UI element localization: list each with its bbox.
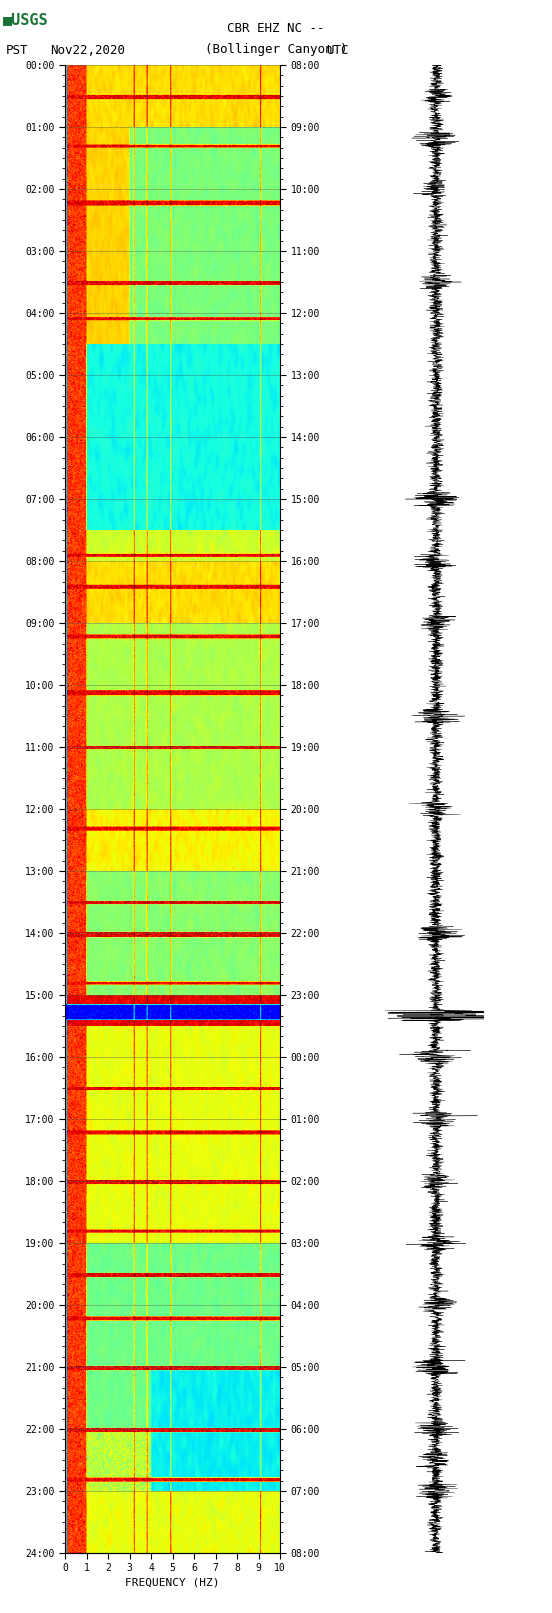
Text: UTC: UTC (326, 44, 348, 56)
Text: CBR EHZ NC --: CBR EHZ NC -- (227, 21, 325, 34)
Text: PST: PST (6, 44, 28, 56)
Text: ■USGS: ■USGS (3, 13, 49, 27)
X-axis label: FREQUENCY (HZ): FREQUENCY (HZ) (125, 1578, 220, 1587)
Text: Nov22,2020: Nov22,2020 (50, 44, 125, 56)
Text: (Bollinger Canyon ): (Bollinger Canyon ) (205, 44, 347, 56)
